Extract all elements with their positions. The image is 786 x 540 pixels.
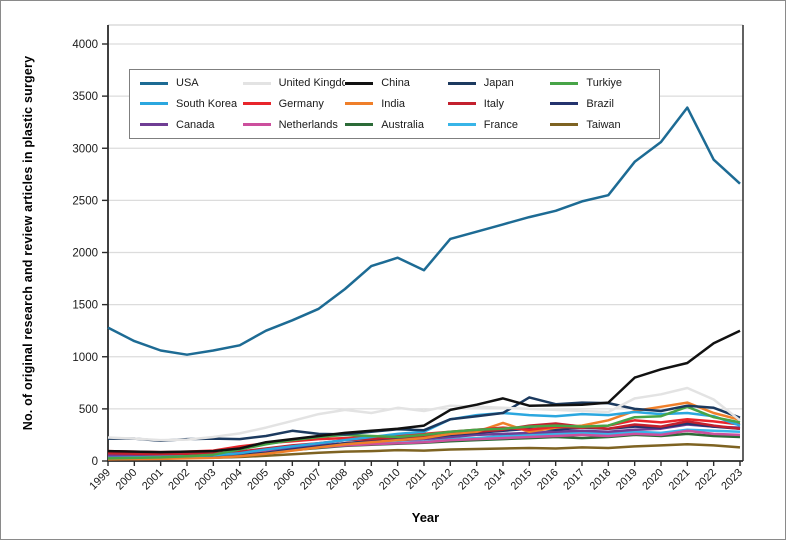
legend-swatch-icon [345, 81, 374, 85]
x-tick-label: 2012 [430, 467, 456, 493]
legend-swatch-icon [242, 123, 271, 127]
legend-swatch-icon [447, 81, 476, 85]
legend-swatch-icon [242, 81, 271, 85]
x-tick-label: 2008 [324, 467, 350, 493]
legend-label: USA [176, 77, 199, 90]
x-tick-label: 2020 [640, 467, 666, 493]
legend-swatch-icon [447, 102, 476, 106]
x-tick-label: 2019 [614, 467, 640, 493]
y-tick-label: 1500 [72, 300, 98, 312]
legend-label: Brazil [586, 97, 614, 110]
x-tick-label: 2016 [535, 467, 561, 493]
legend-swatch-icon [140, 123, 168, 127]
y-tick-label: 0 [92, 456, 98, 468]
legend-label: France [483, 118, 519, 131]
legend-swatch-icon [140, 81, 168, 85]
legend-swatch-icon [242, 102, 271, 106]
legend-label: Italy [483, 97, 504, 110]
y-tick-label: 3500 [72, 91, 98, 103]
y-tick-label: 4000 [72, 39, 98, 51]
legend-item-brazil: Brazil [550, 98, 653, 110]
legend-label: Netherlands [278, 118, 338, 131]
legend-label: Taiwan [586, 118, 621, 131]
y-tick-label: 2500 [72, 195, 98, 207]
y-axis-title: No. of original research and review arti… [21, 55, 35, 431]
y-tick-label: 3000 [72, 143, 98, 155]
series-line-turkiye [107, 405, 741, 460]
x-tick-label: 2006 [272, 467, 298, 493]
legend-label: Turkiye [586, 77, 623, 90]
x-tick-label: 2022 [693, 467, 719, 493]
legend-item-germany: Germany [242, 97, 346, 110]
legend-label: Japan [483, 77, 514, 90]
x-tick-label: 2017 [561, 467, 587, 493]
x-axis-title: Year [411, 510, 440, 525]
x-tick-label: 1999 [87, 467, 113, 493]
legend-swatch-icon [447, 123, 476, 127]
legend-swatch-icon [550, 123, 579, 127]
x-tick-label: 2013 [456, 467, 482, 493]
legend-item-taiwan: Taiwan [550, 119, 653, 131]
legend-item-france: France [447, 118, 551, 131]
x-tick-label: 2003 [193, 467, 219, 493]
y-tick-label: 2000 [72, 248, 98, 260]
x-tick-label: 2004 [219, 467, 245, 493]
legend-label: India [381, 97, 406, 110]
legend-label: Canada [176, 118, 215, 131]
legend-swatch-icon [345, 102, 374, 106]
legend-item-netherlands: Netherlands [242, 118, 346, 131]
series-line-united-kingdom [107, 386, 741, 442]
x-tick-label: 2011 [404, 467, 429, 492]
series-line-japan [108, 396, 741, 442]
x-tick-label: 2007 [298, 467, 324, 493]
legend-swatch-icon [345, 123, 374, 127]
legend-swatch-icon [550, 81, 579, 85]
legend-item-australia: Australia [345, 119, 448, 131]
x-tick-label: 2000 [114, 467, 140, 493]
x-tick-label: 2023 [719, 467, 745, 493]
legend-label: South Korea [176, 97, 238, 110]
legend-item-italy: Italy [447, 97, 551, 110]
x-tick-label: 2002 [166, 467, 192, 493]
legend-item-usa: USA [140, 77, 243, 89]
legend-box: USA United Kingdom China Japan Turkiye South … [129, 69, 660, 139]
x-tick-label: 2005 [245, 467, 271, 493]
x-tick-label: 2018 [588, 467, 614, 493]
x-tick-label: 2009 [351, 467, 377, 493]
legend-item-china: China [345, 77, 448, 89]
legend-item-japan: Japan [447, 77, 551, 90]
legend-item-united-kingdom: United Kingdom [242, 77, 346, 90]
legend-label: Germany [278, 97, 324, 110]
legend-label: United Kingdom [278, 77, 346, 90]
y-tick-label: 1000 [72, 352, 98, 364]
x-tick-label: 2021 [667, 467, 693, 493]
x-tick-label: 2015 [509, 467, 535, 493]
legend-swatch-icon [550, 102, 579, 106]
series-line-china [107, 329, 741, 454]
legend-item-canada: Canada [140, 119, 243, 131]
legend-item-turkiye: Turkiye [550, 77, 653, 89]
x-tick-label: 2014 [482, 467, 508, 493]
legend-label: Australia [381, 118, 424, 131]
legend-item-south-korea: South Korea [140, 98, 243, 110]
x-tick-label: 2010 [377, 467, 403, 493]
legend-item-india: India [345, 98, 448, 110]
x-tick-label: 2001 [140, 467, 166, 493]
series-line-usa [107, 106, 741, 356]
y-tick-label: 500 [79, 404, 98, 416]
legend-swatch-icon [140, 102, 168, 106]
legend-label: China [381, 77, 410, 90]
